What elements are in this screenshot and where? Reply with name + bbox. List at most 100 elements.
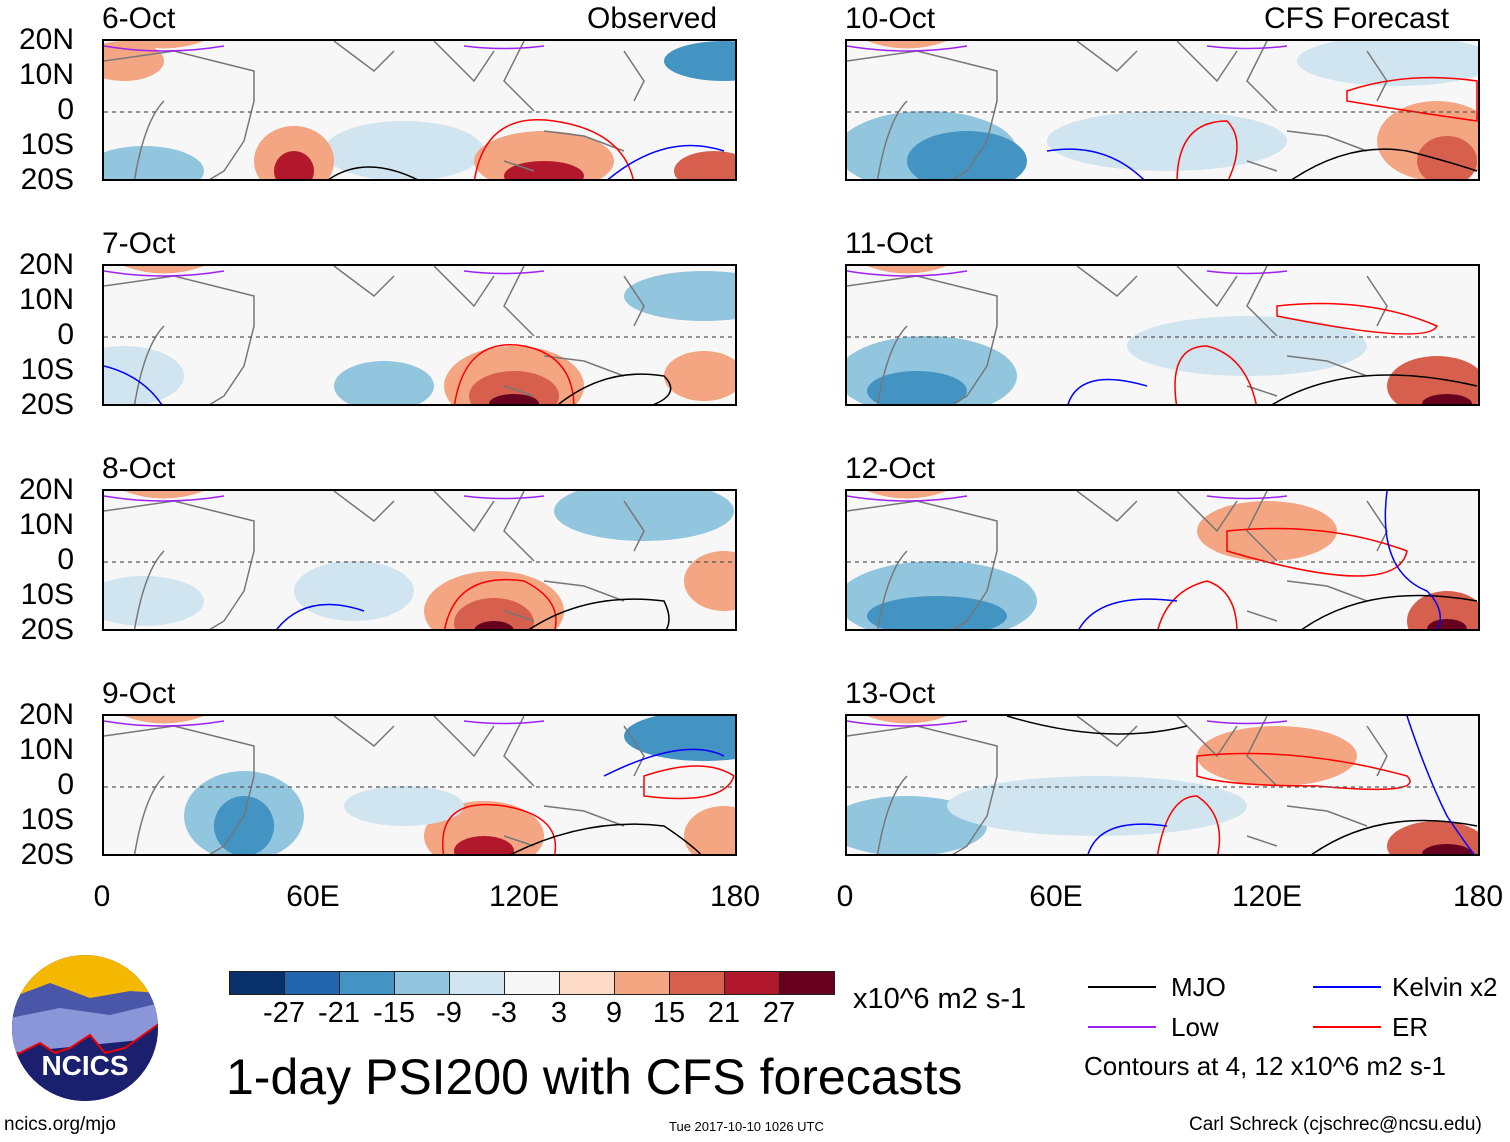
panel-date: 8-Oct <box>102 452 176 485</box>
colorbar-label: -9 <box>436 997 462 1029</box>
contour-line <box>1384 491 1442 629</box>
contour-line <box>1006 716 1188 735</box>
anomaly-shading <box>324 121 484 179</box>
anomaly-shading <box>274 151 314 179</box>
svg-text:NCICS: NCICS <box>41 1050 128 1081</box>
contour-line <box>444 578 557 629</box>
y-tick-label: 20S <box>20 388 74 421</box>
x-tick-label: 60E <box>286 880 340 913</box>
footer-url[interactable]: ncics.org/mjo <box>4 1114 116 1135</box>
panel-date: 11-Oct <box>845 227 933 260</box>
anomaly-shading <box>469 371 559 404</box>
contour-line <box>1406 716 1475 854</box>
psi200-field <box>104 266 735 404</box>
y-tick-label: 20S <box>20 838 74 871</box>
x-tick-label: 0 <box>836 880 854 913</box>
y-tick-label: 0 <box>57 768 74 801</box>
anomaly-shading <box>104 146 204 179</box>
panel-date: 13-Oct <box>845 677 936 710</box>
colorbar-swatch <box>559 971 615 995</box>
map-panel-11-oct <box>845 264 1480 406</box>
anomaly-shading <box>684 806 735 854</box>
y-tick-label: 20N <box>18 698 74 731</box>
contour-line <box>557 373 672 404</box>
low-contour <box>847 45 1288 52</box>
coastline <box>104 716 645 854</box>
anomaly-shading <box>474 131 614 179</box>
coastline <box>104 266 645 404</box>
contour-line <box>1157 580 1238 629</box>
y-tick-label: 20N <box>18 248 74 281</box>
colorbar-label: -3 <box>491 997 517 1029</box>
psi200-field <box>847 716 1478 854</box>
panel-date: 12-Oct <box>845 452 936 485</box>
anomaly-shading <box>664 41 735 81</box>
x-tick-label: 120E <box>488 880 560 913</box>
anomaly-shading <box>1197 726 1357 786</box>
low-contour <box>847 495 1288 502</box>
y-tick-label: 10S <box>20 353 74 386</box>
colorbar-label: 21 <box>707 997 741 1029</box>
anomaly-shading <box>1422 844 1472 854</box>
y-tick-label: 0 <box>57 93 74 126</box>
anomaly-shading <box>1197 501 1337 561</box>
contour-line <box>328 166 418 179</box>
contour-line <box>603 748 725 777</box>
panel-date: 7-Oct <box>102 227 176 260</box>
legend-mjo-line <box>1088 986 1156 988</box>
ncics-logo: NCICS <box>12 955 158 1101</box>
y-tick-label: 10S <box>20 128 74 161</box>
anomaly-shading <box>489 394 539 404</box>
contour-line <box>1046 148 1144 179</box>
contour-line <box>643 765 735 800</box>
panel-date: 6-Oct <box>102 2 176 35</box>
anomaly-shading <box>674 151 735 179</box>
contour-line <box>1346 76 1478 122</box>
map-panel-12-oct <box>845 489 1480 631</box>
coastline <box>104 491 645 629</box>
low-contour <box>104 720 545 727</box>
anomaly-shading <box>1407 591 1478 629</box>
colorbar-swatch <box>779 971 835 995</box>
colorbar-label: -21 <box>318 997 360 1029</box>
low-contour <box>104 495 545 502</box>
coastline <box>104 41 645 179</box>
contour-line <box>1067 378 1148 404</box>
y-tick-label: 10N <box>18 733 74 766</box>
colorbar-swatch <box>614 971 670 995</box>
footer-timestamp: Tue 2017-10-10 1026 UTC <box>669 1119 824 1134</box>
map-panel-6-oct <box>102 39 737 181</box>
anomaly-shading <box>1427 619 1467 629</box>
colorbar-label: 9 <box>605 997 623 1029</box>
anomaly-shading <box>867 371 967 404</box>
contour-line <box>1078 598 1178 629</box>
colorbar-swatch <box>669 971 725 995</box>
low-contour <box>847 270 1288 277</box>
anomaly-shading <box>294 561 414 621</box>
colorbar-label: -15 <box>373 997 415 1029</box>
contour-line <box>442 803 557 854</box>
x-tick-label: 120E <box>1231 880 1303 913</box>
figure-title: 1-day PSI200 with CFS forecasts <box>226 1049 963 1105</box>
anomaly-shading <box>554 491 734 541</box>
legend-er-label: ER <box>1392 1012 1429 1042</box>
contour-line <box>1301 594 1478 629</box>
anomaly-shading <box>947 776 1247 836</box>
contour-line <box>528 598 670 629</box>
psi200-field <box>104 716 735 854</box>
contour-line <box>1311 819 1478 854</box>
psi200-field <box>847 266 1478 404</box>
colorbar-units: x10^6 m2 s-1 <box>853 983 1027 1015</box>
colorbar-swatch <box>394 971 450 995</box>
anomaly-shading <box>104 576 204 626</box>
anomaly-shading <box>474 621 514 629</box>
legend-mjo-label: MJO <box>1171 972 1226 1002</box>
anomaly-shading <box>1387 356 1478 404</box>
map-panel-13-oct <box>845 714 1480 856</box>
cfs-forecast-label: CFS Forecast <box>1264 2 1450 35</box>
x-tick-label: 180 <box>709 880 761 913</box>
colorbar-swatch <box>724 971 780 995</box>
contour-line <box>1276 302 1439 335</box>
x-tick-label: 0 <box>93 880 111 913</box>
psi200-field <box>847 41 1478 179</box>
